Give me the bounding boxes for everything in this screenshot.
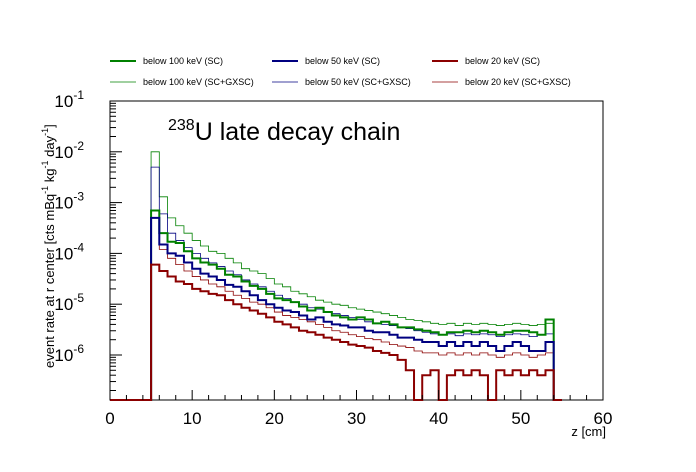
x-tick-label: 0 [105,409,114,428]
legend-label: below 100 keV (SC) [143,56,223,66]
x-tick-label: 10 [183,409,202,428]
series-line-4 [110,151,562,401]
legend-label: below 100 keV (SC+GXSC) [143,77,254,87]
series-layer [110,151,562,401]
legend-label: below 50 keV (SC+GXSC) [305,77,411,87]
x-tick-label: 30 [347,409,366,428]
legend: below 100 keV (SC) below 50 keV (SC) below… [110,56,571,87]
series-line-2 [110,216,562,401]
y-tick-label: 10-3 [54,190,84,213]
x-tick-label: 50 [511,409,530,428]
y-tick-label: 10-1 [54,88,84,111]
y-axis-title: event rate at r center [cts mBq-1 kg-1 d… [40,124,57,368]
y-tick-label: 10-2 [54,139,84,162]
series-line-6 [110,210,562,401]
x-tick-label: 20 [265,409,284,428]
x-axis-title: z [cm] [571,424,606,439]
y-tick-label: 10-5 [54,291,84,314]
y-tick-label: 10-6 [54,342,84,365]
chart-title-main: U late decay chain [195,118,401,146]
y-tick-label: 10-4 [54,240,84,263]
chart-title: 238U late decay chain [168,117,400,146]
x-tick-label: 60 [594,409,613,428]
x-tick-label: 40 [429,409,448,428]
axes-layer: 0 10 20 30 40 50 60 10-6 10-5 10-4 10-3 10-2 10-1 [54,88,612,428]
chart-title-sup: 238 [168,117,195,134]
series-line-1 [110,209,562,401]
series-line-3 [110,263,562,401]
legend-label: below 20 keV (SC+GXSC) [465,77,571,87]
series-line-5 [110,166,562,401]
legend-label: below 50 keV (SC) [305,56,380,66]
legend-label: below 20 keV (SC) [465,56,540,66]
